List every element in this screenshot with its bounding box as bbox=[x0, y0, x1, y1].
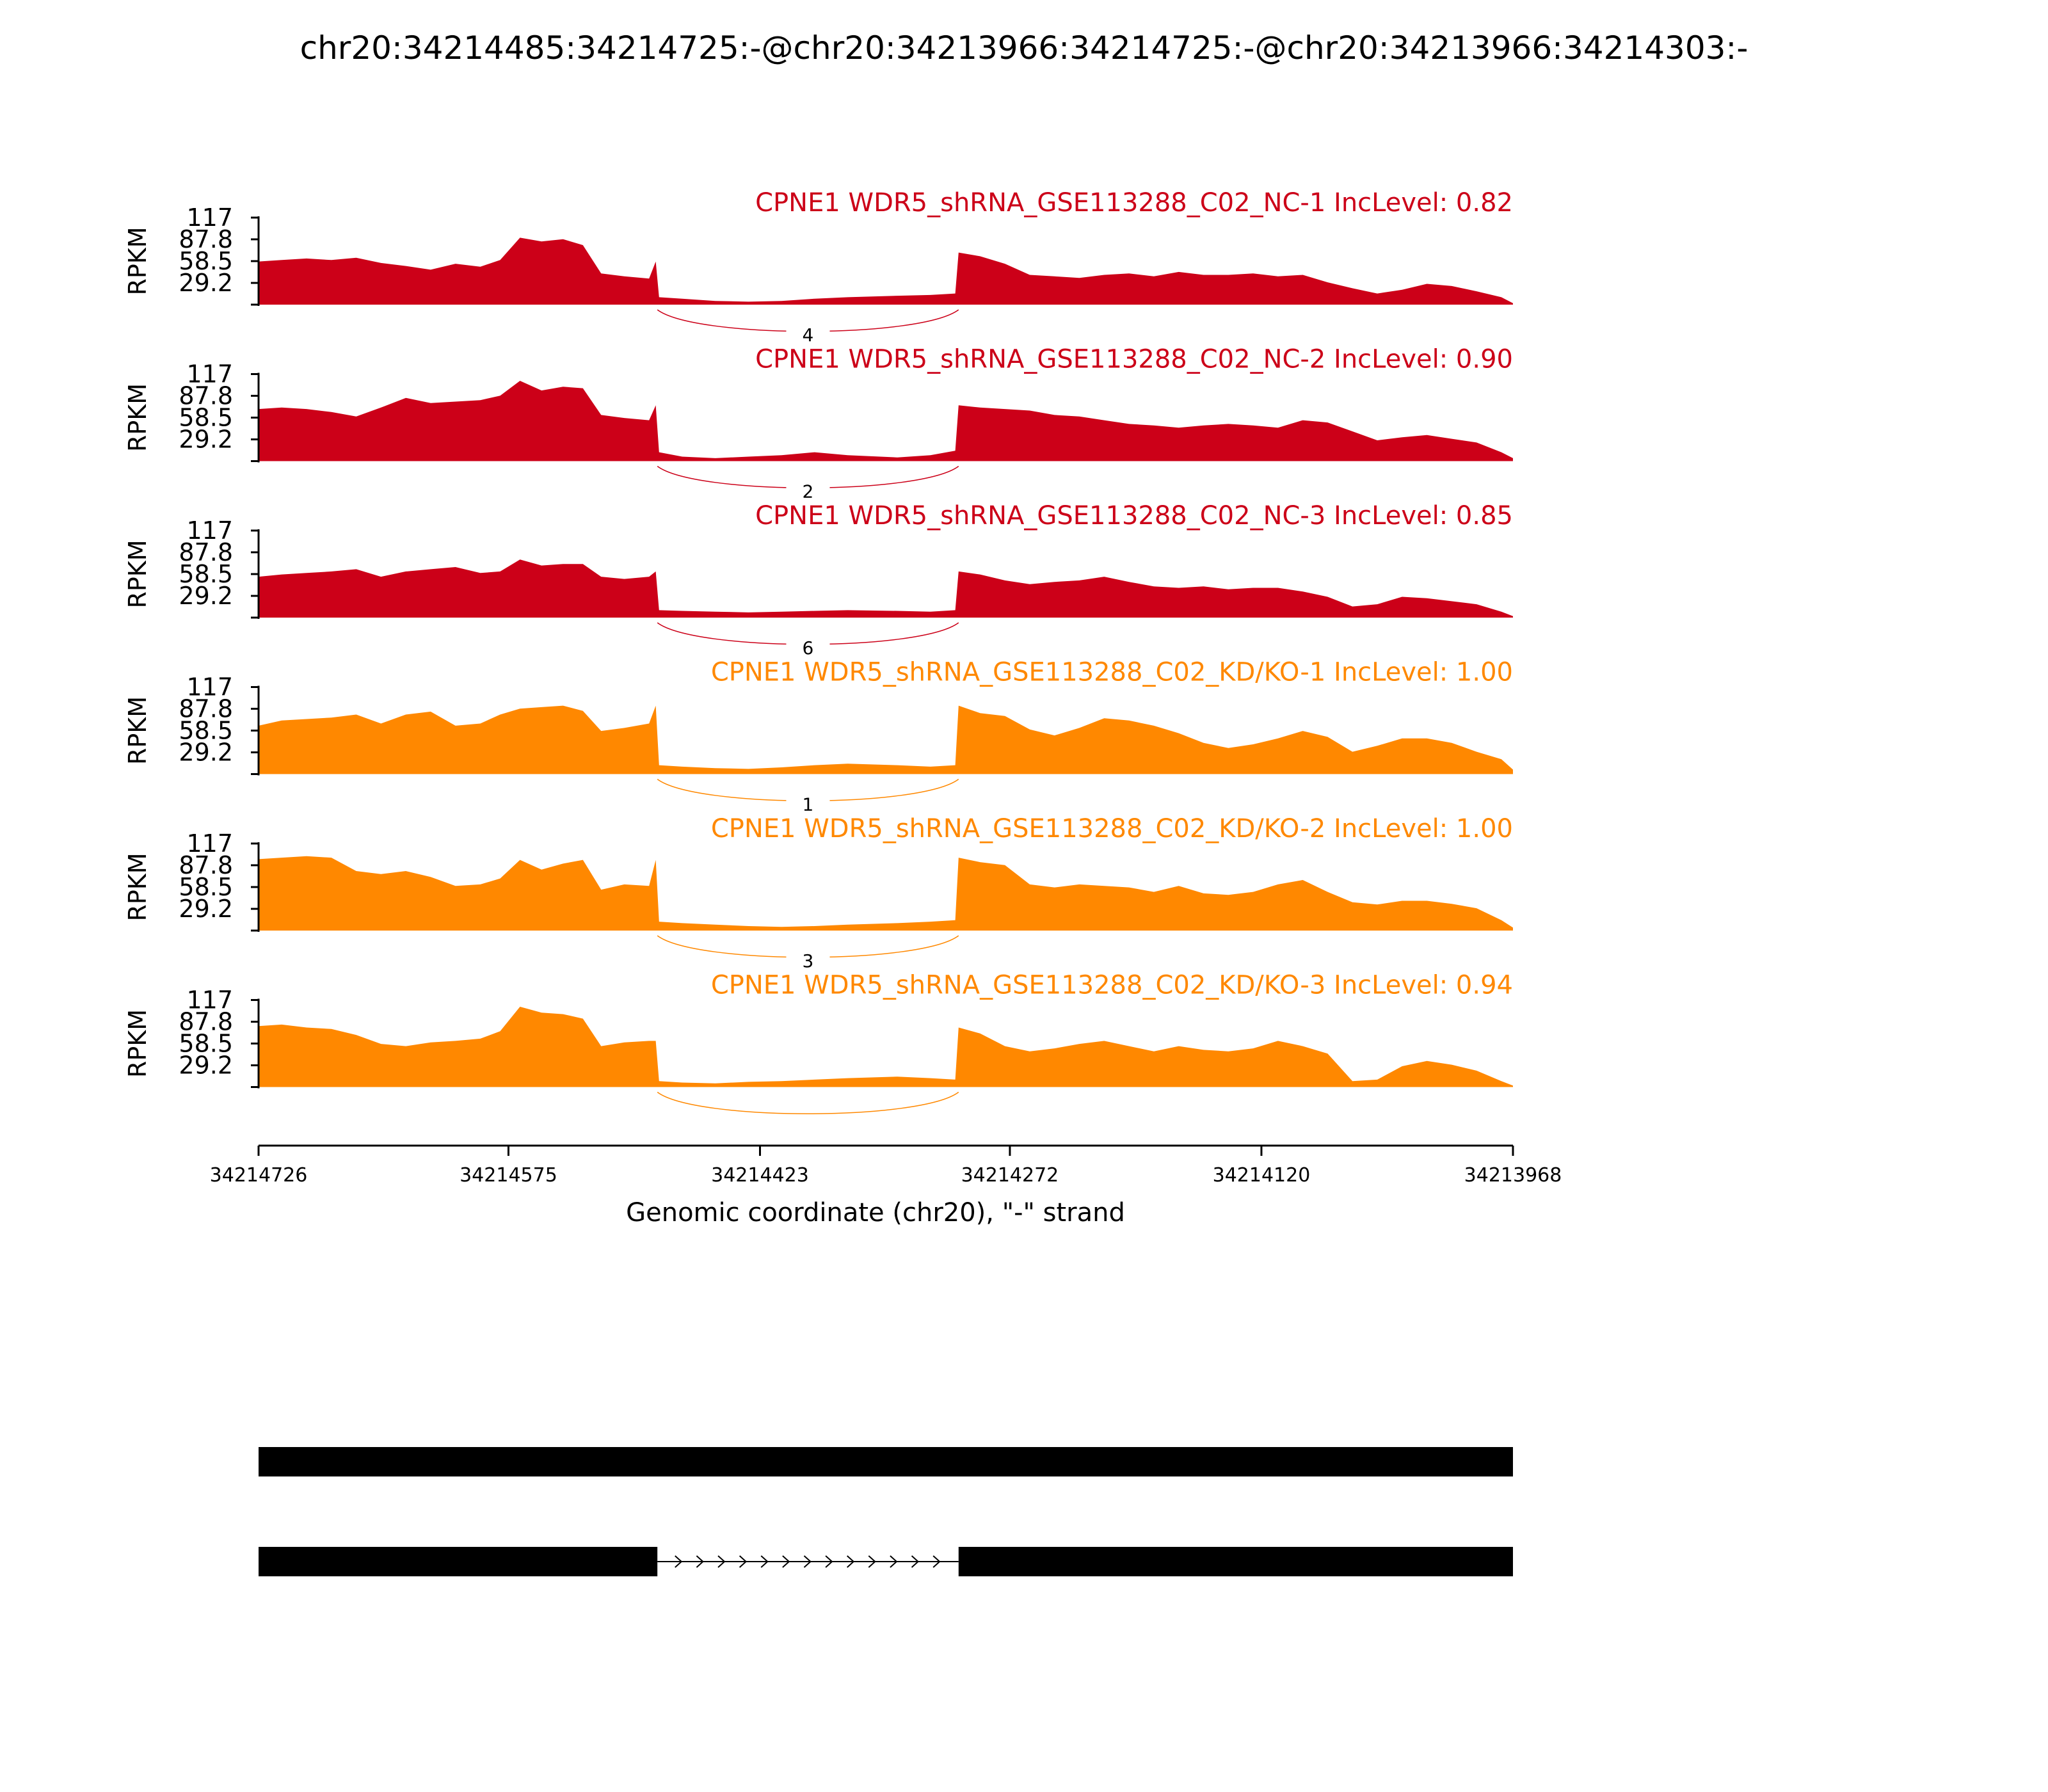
y-tick-label: 117 bbox=[186, 673, 233, 701]
x-tick-label: 34214726 bbox=[210, 1164, 308, 1187]
y-axis-label: RPKM bbox=[124, 696, 152, 765]
x-tick-label: 34214272 bbox=[961, 1164, 1059, 1187]
strand-arrow bbox=[739, 1555, 748, 1568]
junction-count: 4 bbox=[803, 324, 814, 346]
coverage-area bbox=[259, 856, 1513, 931]
strand-arrow bbox=[675, 1555, 683, 1568]
exon-block bbox=[259, 1447, 1513, 1476]
track-label: CPNE1 WDR5_shRNA_GSE113288_C02_KD/KO-1 I… bbox=[711, 658, 1513, 687]
track-label: CPNE1 WDR5_shRNA_GSE113288_C02_KD/KO-3 I… bbox=[711, 971, 1513, 1000]
figure-title: chr20:34214485:34214725:-@chr20:34213966… bbox=[300, 29, 1748, 67]
strand-arrow bbox=[890, 1555, 898, 1568]
y-axis-label: RPKM bbox=[124, 383, 152, 452]
track-label: CPNE1 WDR5_shRNA_GSE113288_C02_NC-2 IncL… bbox=[755, 345, 1513, 374]
y-axis-label: RPKM bbox=[124, 227, 152, 295]
gene-model-panel bbox=[259, 1447, 1513, 1576]
strand-arrow bbox=[932, 1555, 941, 1568]
junction-count: 3 bbox=[803, 950, 814, 972]
strand-arrow bbox=[696, 1555, 704, 1568]
gene-model-exclusion-isoform bbox=[259, 1547, 1513, 1576]
y-tick-label: 58.5 bbox=[179, 404, 233, 432]
y-tick-label: 87.8 bbox=[179, 225, 233, 253]
junction-count: 6 bbox=[803, 637, 814, 659]
y-tick-label: 117 bbox=[186, 516, 233, 545]
y-axis-label: RPKM bbox=[124, 1009, 152, 1078]
junction-count-box bbox=[786, 321, 830, 347]
strand-arrow bbox=[868, 1555, 876, 1568]
y-tick-label: 87.8 bbox=[179, 851, 233, 879]
strand-arrow bbox=[847, 1555, 855, 1568]
gene-model-inclusion-isoform bbox=[259, 1447, 1513, 1476]
coverage-area bbox=[259, 559, 1513, 618]
y-tick-label: 117 bbox=[186, 360, 233, 388]
coverage-area bbox=[259, 1007, 1513, 1087]
y-tick-label: 117 bbox=[186, 829, 233, 858]
y-tick-label: 58.5 bbox=[179, 1030, 233, 1058]
x-tick-label: 34214120 bbox=[1213, 1164, 1311, 1187]
y-tick-label: 29.2 bbox=[179, 582, 233, 610]
track-label: CPNE1 WDR5_shRNA_GSE113288_C02_NC-3 IncL… bbox=[755, 501, 1513, 531]
junction-count: 2 bbox=[803, 481, 814, 502]
x-tick-label: 34213968 bbox=[1464, 1164, 1562, 1187]
y-tick-label: 58.5 bbox=[179, 560, 233, 588]
y-tick-label: 29.2 bbox=[179, 426, 233, 454]
strand-arrow bbox=[825, 1555, 833, 1568]
junction-count-box bbox=[786, 947, 830, 973]
strand-arrow bbox=[760, 1555, 769, 1568]
y-tick-label: 87.8 bbox=[179, 381, 233, 410]
strand-arrow bbox=[782, 1555, 790, 1568]
strand-arrow bbox=[911, 1555, 920, 1568]
y-axis-label: RPKM bbox=[124, 852, 152, 921]
y-tick-label: 87.8 bbox=[179, 538, 233, 566]
y-tick-label: 29.2 bbox=[179, 895, 233, 923]
y-tick-label: 58.5 bbox=[179, 247, 233, 275]
y-tick-label: 87.8 bbox=[179, 694, 233, 723]
junction-arc bbox=[657, 1091, 959, 1114]
x-axis-label: Genomic coordinate (chr20), "-" strand bbox=[626, 1198, 1125, 1228]
coverage-area bbox=[259, 705, 1513, 774]
y-tick-label: 117 bbox=[186, 986, 233, 1014]
junction-count-box bbox=[786, 477, 830, 504]
coverage-area bbox=[259, 237, 1513, 305]
y-tick-label: 29.2 bbox=[179, 269, 233, 297]
x-tick-label: 34214575 bbox=[460, 1164, 557, 1187]
y-tick-label: 117 bbox=[186, 204, 233, 232]
exon-block bbox=[259, 1547, 658, 1576]
x-tick-label: 34214423 bbox=[711, 1164, 809, 1187]
strand-arrow bbox=[717, 1555, 726, 1568]
track-label: CPNE1 WDR5_shRNA_GSE113288_C02_NC-1 IncL… bbox=[755, 188, 1513, 218]
coverage-area bbox=[259, 381, 1513, 461]
junction-count-box bbox=[786, 790, 830, 817]
y-tick-label: 87.8 bbox=[179, 1007, 233, 1036]
junction-count: 1 bbox=[803, 794, 814, 815]
y-axis-label: RPKM bbox=[124, 540, 152, 608]
track-label: CPNE1 WDR5_shRNA_GSE113288_C02_KD/KO-2 I… bbox=[711, 814, 1513, 844]
strand-arrow bbox=[803, 1555, 812, 1568]
y-tick-label: 58.5 bbox=[179, 873, 233, 901]
junction-count-box bbox=[786, 634, 830, 660]
y-tick-label: 29.2 bbox=[179, 739, 233, 767]
y-tick-label: 58.5 bbox=[179, 717, 233, 745]
y-tick-label: 29.2 bbox=[179, 1052, 233, 1080]
x-axis: 34214726 34214575 34214423 34214272 34214120… bbox=[210, 1144, 1562, 1228]
exon-block bbox=[958, 1547, 1513, 1576]
